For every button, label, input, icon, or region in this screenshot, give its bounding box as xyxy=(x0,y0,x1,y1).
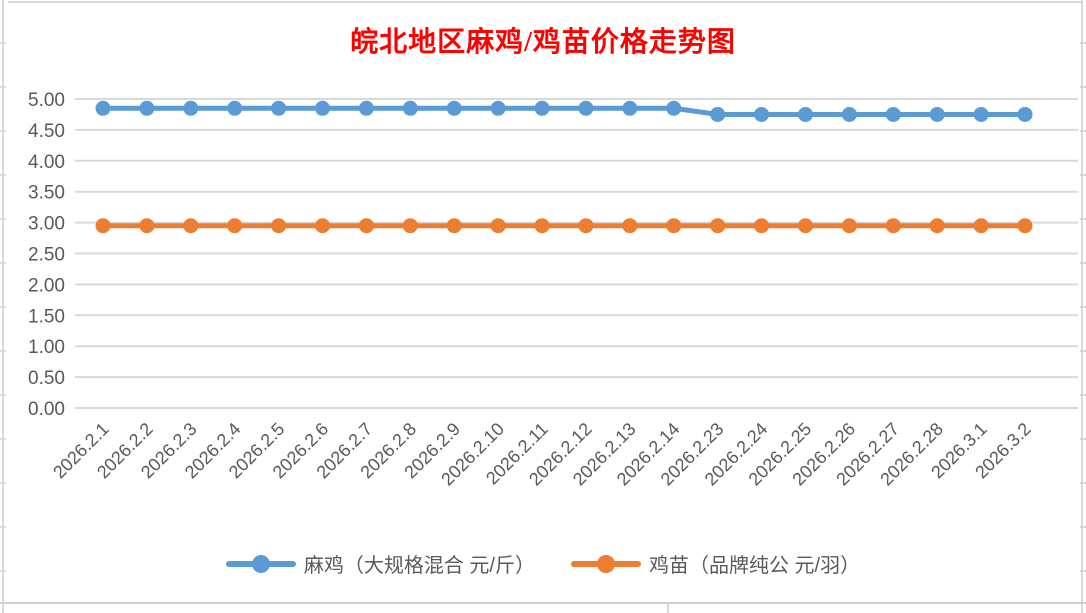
spreadsheet-gridline-left xyxy=(2,0,4,613)
series-0-marker[interactable] xyxy=(1017,106,1033,122)
series-0-marker[interactable] xyxy=(710,106,726,122)
series-1-marker[interactable] xyxy=(1017,218,1033,234)
series-1-marker[interactable] xyxy=(578,218,594,234)
series-1-marker[interactable] xyxy=(139,218,155,234)
y-tick-label: 2.50 xyxy=(28,245,65,266)
series-0-marker[interactable] xyxy=(666,100,682,116)
series-0-marker[interactable] xyxy=(95,100,111,116)
y-tick-label: 2.00 xyxy=(28,275,65,296)
spreadsheet-row-ticks-right xyxy=(1080,0,1086,613)
series-1-marker[interactable] xyxy=(622,218,638,234)
y-tick-label: 4.00 xyxy=(28,152,65,173)
series-0-marker[interactable] xyxy=(534,100,550,116)
series-1-marker[interactable] xyxy=(929,218,945,234)
series-0-marker[interactable] xyxy=(227,100,243,116)
chart-title[interactable]: 皖北地区麻鸡/鸡苗价格走势图 xyxy=(350,27,736,58)
series-1-marker[interactable] xyxy=(446,218,462,234)
series-1-marker[interactable] xyxy=(885,218,901,234)
series-0-marker[interactable] xyxy=(183,100,199,116)
series-0-marker[interactable] xyxy=(841,106,857,122)
legend-item-machicken[interactable]: 麻鸡（大规格混合 元/斤） xyxy=(225,549,535,578)
series-0-marker[interactable] xyxy=(139,100,155,116)
spreadsheet-column-tick-bottom xyxy=(667,603,669,613)
series-1-marker[interactable] xyxy=(490,218,506,234)
series-1-marker[interactable] xyxy=(315,218,331,234)
series-1-marker[interactable] xyxy=(227,218,243,234)
legend-label-machicken: 麻鸡（大规格混合 元/斤） xyxy=(303,555,535,577)
series-0-marker[interactable] xyxy=(358,100,374,116)
series-0-marker[interactable] xyxy=(797,106,813,122)
y-tick-label: 3.50 xyxy=(28,183,65,204)
series-1-marker[interactable] xyxy=(95,218,111,234)
series-0-marker[interactable] xyxy=(929,106,945,122)
series-0-marker[interactable] xyxy=(885,106,901,122)
spreadsheet-gridline-bottom xyxy=(0,602,1086,604)
series-line-0[interactable] xyxy=(100,105,1028,117)
series-1-marker[interactable] xyxy=(841,218,857,234)
spreadsheet-gridline-top xyxy=(8,1,1082,3)
y-tick-label: 1.50 xyxy=(28,306,65,327)
chick-line-marker-icon xyxy=(571,554,641,573)
series-0-marker[interactable] xyxy=(490,100,506,116)
series-0-marker[interactable] xyxy=(315,100,331,116)
series-0-marker[interactable] xyxy=(446,100,462,116)
series-1-marker[interactable] xyxy=(402,218,418,234)
series-1-marker[interactable] xyxy=(797,218,813,234)
spreadsheet-gridline-right xyxy=(1081,0,1083,613)
y-tick-label: 3.00 xyxy=(28,214,65,235)
legend-label-chick: 鸡苗（品牌纯公 元/羽） xyxy=(649,555,861,577)
series-1-marker[interactable] xyxy=(666,218,682,234)
series-1-marker[interactable] xyxy=(710,218,726,234)
y-tick-label: 5.00 xyxy=(28,90,65,111)
series-1-marker[interactable] xyxy=(534,218,550,234)
series-1-marker[interactable] xyxy=(973,218,989,234)
machicken-line-marker-icon xyxy=(225,554,296,573)
y-tick-label: 1.00 xyxy=(28,337,65,358)
series-1-marker[interactable] xyxy=(271,218,287,234)
series-0-marker[interactable] xyxy=(754,106,770,122)
series-1-marker[interactable] xyxy=(754,218,770,234)
price-trend-plot-area[interactable]: 5.00 4.50 4.00 3.50 3.00 2.50 2.00 1.50 1.00 0.50… xyxy=(0,0,1086,545)
y-tick-label: 4.50 xyxy=(28,121,65,142)
series-0-marker[interactable] xyxy=(402,100,418,116)
chart-legend: 麻鸡（大规格混合 元/斤） 鸡苗（品牌纯公 元/羽） xyxy=(0,549,1086,578)
series-0-marker[interactable] xyxy=(622,100,638,116)
series-1-marker[interactable] xyxy=(358,218,374,234)
series-0-marker[interactable] xyxy=(973,106,989,122)
series-1-marker[interactable] xyxy=(183,218,199,234)
series-0-marker[interactable] xyxy=(578,100,594,116)
y-tick-label: 0.00 xyxy=(28,399,65,420)
series-0-marker[interactable] xyxy=(271,100,287,116)
legend-item-chick[interactable]: 鸡苗（品牌纯公 元/羽） xyxy=(571,549,860,578)
y-tick-label: 0.50 xyxy=(28,368,65,389)
